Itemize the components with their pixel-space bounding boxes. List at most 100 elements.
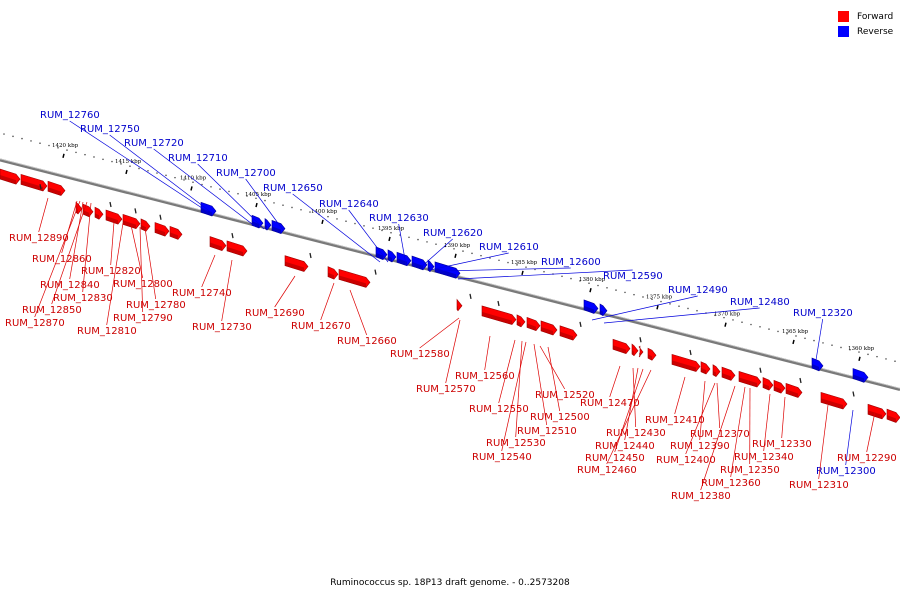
- tick-mark: [63, 154, 64, 158]
- ruler-dot: [570, 278, 572, 280]
- gene-label: RUM_12300: [816, 466, 876, 477]
- ruler-dot: [894, 360, 896, 362]
- forward-gene-arrow: [95, 207, 103, 219]
- ruler-dot: [696, 310, 698, 312]
- backbone-tick: [232, 233, 233, 238]
- tick-mark: [256, 203, 257, 207]
- ruler-dot: [390, 232, 392, 234]
- gene-label: RUM_12610: [479, 242, 539, 253]
- forward-gene-arrow: [106, 210, 122, 224]
- ruler-dot: [525, 266, 527, 268]
- ruler-dot: [219, 188, 221, 190]
- tick-label: 1410 kbp: [180, 175, 207, 181]
- gene-label: RUM_12810: [77, 326, 137, 337]
- ruler-dot: [426, 241, 428, 243]
- backbone-tick: [110, 202, 111, 207]
- tick-label: 1380 kbp: [579, 277, 606, 283]
- forward-gene-arrow: [457, 300, 462, 311]
- ruler-dot: [264, 200, 266, 202]
- legend-entry-reverse: Reverse: [838, 24, 893, 39]
- forward-gene-arrow: [170, 226, 182, 239]
- ruler-dot: [291, 207, 293, 209]
- forward-gene-arrow: [0, 169, 20, 184]
- reverse-gene-arrow: [584, 300, 598, 314]
- ruler-dot: [273, 202, 275, 204]
- gene-label: RUM_12340: [734, 452, 794, 463]
- ruler-dot: [840, 347, 842, 349]
- gene-leader-line: [275, 276, 295, 307]
- forward-swatch: [838, 11, 849, 22]
- forward-gene-arrow: [328, 267, 338, 280]
- ruler-dot: [561, 276, 563, 278]
- tick-label: 1370 kbp: [714, 312, 741, 318]
- gene-label: RUM_12400: [656, 455, 716, 466]
- gene-label: RUM_12480: [730, 297, 790, 308]
- gene-label: RUM_12430: [606, 428, 666, 439]
- backbone-tick: [580, 322, 581, 327]
- tick-mark: [657, 305, 658, 309]
- ruler-dot: [804, 337, 806, 339]
- gene-leader-line: [440, 268, 571, 271]
- ruler-dot: [111, 161, 113, 163]
- ruler-dot: [93, 156, 95, 158]
- tick-mark: [191, 186, 192, 190]
- ruler-dot: [282, 204, 284, 206]
- gene-label: RUM_12830: [53, 293, 113, 304]
- tick-mark: [725, 323, 726, 327]
- ruler-dot: [624, 292, 626, 294]
- ruler-dot: [372, 227, 374, 229]
- forward-gene-arrow: [821, 392, 847, 409]
- ruler-dot: [759, 326, 761, 328]
- gene-label: RUM_12850: [22, 305, 82, 316]
- gene-label: RUM_12800: [113, 279, 173, 290]
- gene-leader-line: [615, 369, 643, 452]
- ruler-dot: [3, 133, 5, 135]
- gene-leader-line: [39, 198, 48, 232]
- gene-label: RUM_12820: [81, 266, 141, 277]
- ruler-dot: [876, 356, 878, 358]
- ruler-dot: [543, 271, 545, 273]
- backbone-tick: [690, 350, 691, 355]
- ruler-dot: [327, 216, 329, 218]
- ruler-dot: [795, 335, 797, 337]
- ruler-dot: [687, 308, 689, 310]
- gene-shade: [639, 352, 640, 357]
- ruler-dot: [48, 145, 50, 147]
- gene-label: RUM_12600: [541, 257, 601, 268]
- ruler-dot: [129, 165, 131, 167]
- gene-label: RUM_12310: [789, 480, 849, 491]
- backbone-tick: [498, 301, 499, 306]
- legend-label-forward: Forward: [857, 12, 893, 22]
- gene-label: RUM_12640: [319, 199, 379, 210]
- ruler-dot: [507, 262, 509, 264]
- forward-gene-arrow: [648, 348, 656, 360]
- gene-leader-line: [202, 255, 215, 287]
- ruler-dot: [606, 287, 608, 289]
- gene-label: RUM_12700: [216, 168, 276, 179]
- legend-entry-forward: Forward: [838, 9, 893, 24]
- gene-label: RUM_12570: [416, 384, 476, 395]
- ruler-dot: [462, 250, 464, 252]
- backbone-tick: [310, 253, 311, 258]
- forward-gene-arrow: [227, 241, 247, 256]
- forward-gene-arrow: [613, 339, 630, 353]
- gene-label: RUM_12760: [40, 110, 100, 121]
- forward-gene-arrow: [786, 383, 802, 397]
- ruler-dot: [165, 175, 167, 177]
- gene-label: RUM_12390: [670, 441, 730, 452]
- ruler-dot: [345, 220, 347, 222]
- gene-label: RUM_12690: [245, 308, 305, 319]
- reverse-gene-arrow: [412, 256, 427, 270]
- forward-gene-arrow: [639, 346, 643, 357]
- forward-gene-arrow: [155, 223, 169, 237]
- gene-leader-line: [548, 347, 560, 411]
- forward-gene-arrow: [210, 237, 226, 251]
- gene-label: RUM_12410: [645, 415, 705, 426]
- ruler-dot: [480, 255, 482, 257]
- ruler-dot: [138, 168, 140, 170]
- gene-label: RUM_12320: [793, 308, 853, 319]
- gene-label: RUM_12360: [701, 478, 761, 489]
- ruler-dot: [471, 253, 473, 255]
- gene-label: RUM_12380: [671, 491, 731, 502]
- gene-label: RUM_12580: [390, 349, 450, 360]
